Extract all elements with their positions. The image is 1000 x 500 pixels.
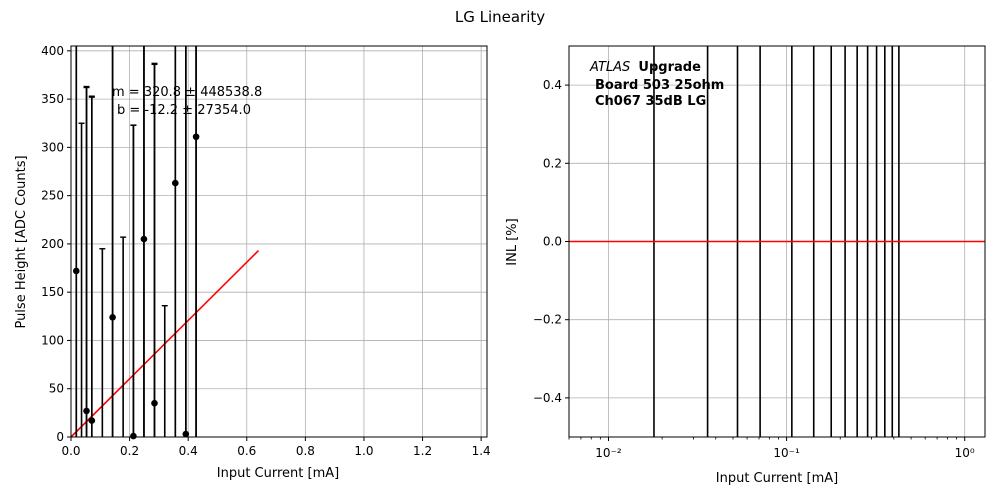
left-axes-frame (70, 45, 488, 438)
left-y-tick-label: 150 (41, 285, 64, 299)
data-point (171, 179, 179, 187)
right-x-tick-label: 10⁰ (955, 446, 975, 460)
right-x-tick-label: 10⁻¹ (773, 446, 800, 460)
atlas-label: ATLAS Upgrade (589, 60, 701, 75)
left-x-tick-label: 0.6 (237, 444, 256, 458)
data-point (83, 407, 90, 415)
right-y-tick-label: −0.4 (533, 391, 562, 405)
left-x-tick-label: 0.2 (120, 444, 139, 458)
data-point (109, 313, 116, 321)
left-y-tick-label: 0 (56, 430, 64, 444)
data-point (182, 430, 190, 438)
data-point (88, 417, 96, 424)
left-x-tick-label: 0.0 (61, 444, 80, 458)
right-y-tick-label: 0.0 (543, 235, 562, 249)
data-point (140, 235, 148, 243)
left-y-tick-labels: 0 50 100 150 200 250 300 350 400 (41, 44, 64, 444)
right-x-tick-label: 10⁻² (595, 446, 622, 460)
left-tick-marks (67, 50, 482, 441)
figure-title: LG Linearity (455, 8, 545, 26)
left-x-tick-labels: 0.0 0.2 0.4 0.6 0.8 1.0 1.2 1.4 (61, 444, 490, 458)
left-x-tick-label: 0.8 (296, 444, 315, 458)
atlas-bold-text: Upgrade (638, 60, 701, 75)
left-x-tick-label: 1.4 (472, 444, 491, 458)
left-y-tick-label: 50 (49, 382, 64, 396)
left-y-tick-label: 250 (41, 189, 64, 203)
right-y-tick-labels: −0.4 −0.2 0.0 0.2 0.4 (533, 78, 562, 405)
left-y-tick-label: 100 (41, 333, 64, 347)
data-point (192, 133, 200, 141)
channel-label: Ch067 35dB LG (595, 94, 706, 109)
right-plot-panel: 10⁻² 10⁻¹ 10⁰ −0.4 −0.2 0.0 0.2 0.4 Input Curr… (505, 45, 986, 486)
right-y-tick-label: 0.4 (543, 78, 562, 92)
atlas-italic-text: ATLAS (589, 60, 630, 75)
left-gridlines (70, 46, 487, 438)
left-y-tick-label: 400 (41, 44, 64, 58)
left-data-points (72, 133, 200, 440)
left-y-tick-label: 350 (41, 92, 64, 106)
left-x-tick-label: 0.4 (179, 444, 198, 458)
data-point (72, 267, 80, 275)
left-y-tick-label: 200 (41, 237, 64, 251)
right-tick-marks (565, 84, 966, 441)
data-point (151, 399, 158, 407)
right-y-tick-label: −0.2 (533, 313, 562, 327)
left-x-tick-label: 1.0 (354, 444, 373, 458)
left-annotation-intercept: b = -12.2 ± 27354.0 (117, 103, 251, 118)
left-x-axis-label: Input Current [mA] (217, 466, 339, 481)
left-y-tick-label: 300 (41, 140, 64, 154)
left-error-bars (75, 46, 197, 437)
board-label: Board 503 25ohm (595, 78, 724, 93)
left-annotation-slope: m = 320.8 ± 448538.8 (112, 85, 262, 100)
right-x-axis-label: Input Current [mA] (716, 471, 838, 486)
right-y-tick-label: 0.2 (543, 156, 562, 170)
right-x-tick-labels: 10⁻² 10⁻¹ 10⁰ (595, 446, 975, 460)
right-y-axis-label: INL [%] (505, 218, 520, 265)
left-x-tick-label: 1.2 (413, 444, 432, 458)
left-plot-panel: 0.0 0.2 0.4 0.6 0.8 1.0 1.2 1.4 0 50 100 150 200 250… (14, 44, 491, 481)
left-y-axis-label: Pulse Height [ADC Counts] (14, 155, 29, 328)
data-point (130, 432, 137, 440)
